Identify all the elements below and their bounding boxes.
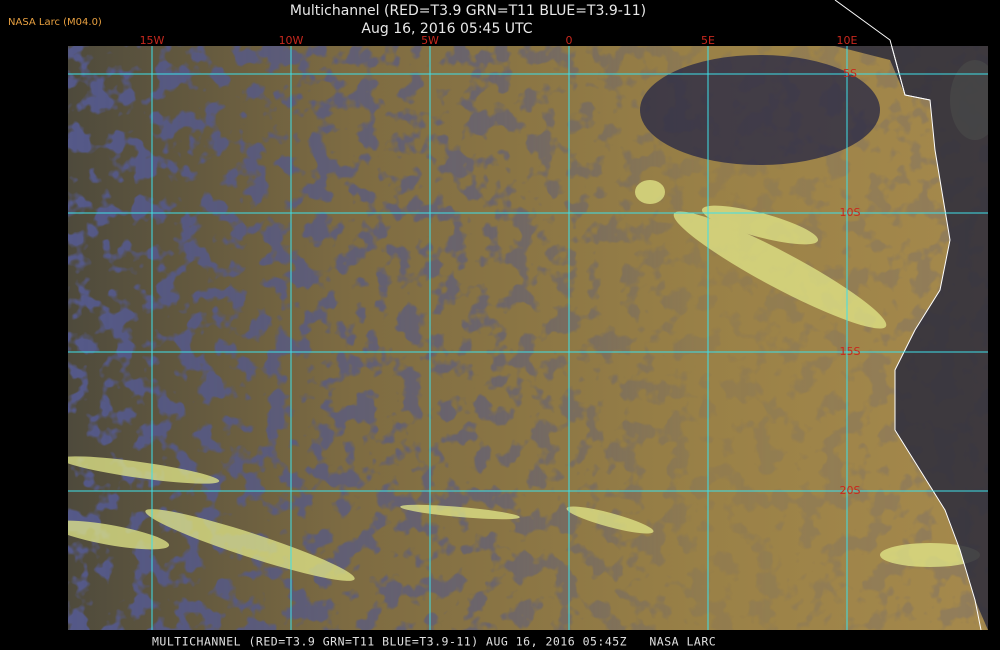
source-label: NASA Larc (M04.0) bbox=[8, 17, 102, 28]
longitude-label: 5W bbox=[421, 34, 439, 47]
footer-caption: MULTICHANNEL (RED=T3.9 GRN=T11 BLUE=T3.9… bbox=[152, 635, 716, 649]
latitude-label: 10S bbox=[840, 206, 861, 219]
subtitle: Aug 16, 2016 05:45 UTC bbox=[361, 21, 532, 37]
latitude-label: 15S bbox=[840, 345, 861, 358]
longitude-label: 0 bbox=[566, 34, 573, 47]
longitude-label: 10E bbox=[837, 34, 858, 47]
imagery bbox=[68, 46, 988, 630]
latitude-label: 5S bbox=[843, 67, 857, 80]
longitude-label: 15W bbox=[140, 34, 165, 47]
latitude-label: 20S bbox=[840, 484, 861, 497]
longitude-label: 5E bbox=[701, 34, 715, 47]
longitude-label: 10W bbox=[279, 34, 304, 47]
title: Multichannel (RED=T3.9 GRN=T11 BLUE=T3.9… bbox=[290, 3, 646, 19]
graticule bbox=[68, 46, 988, 630]
